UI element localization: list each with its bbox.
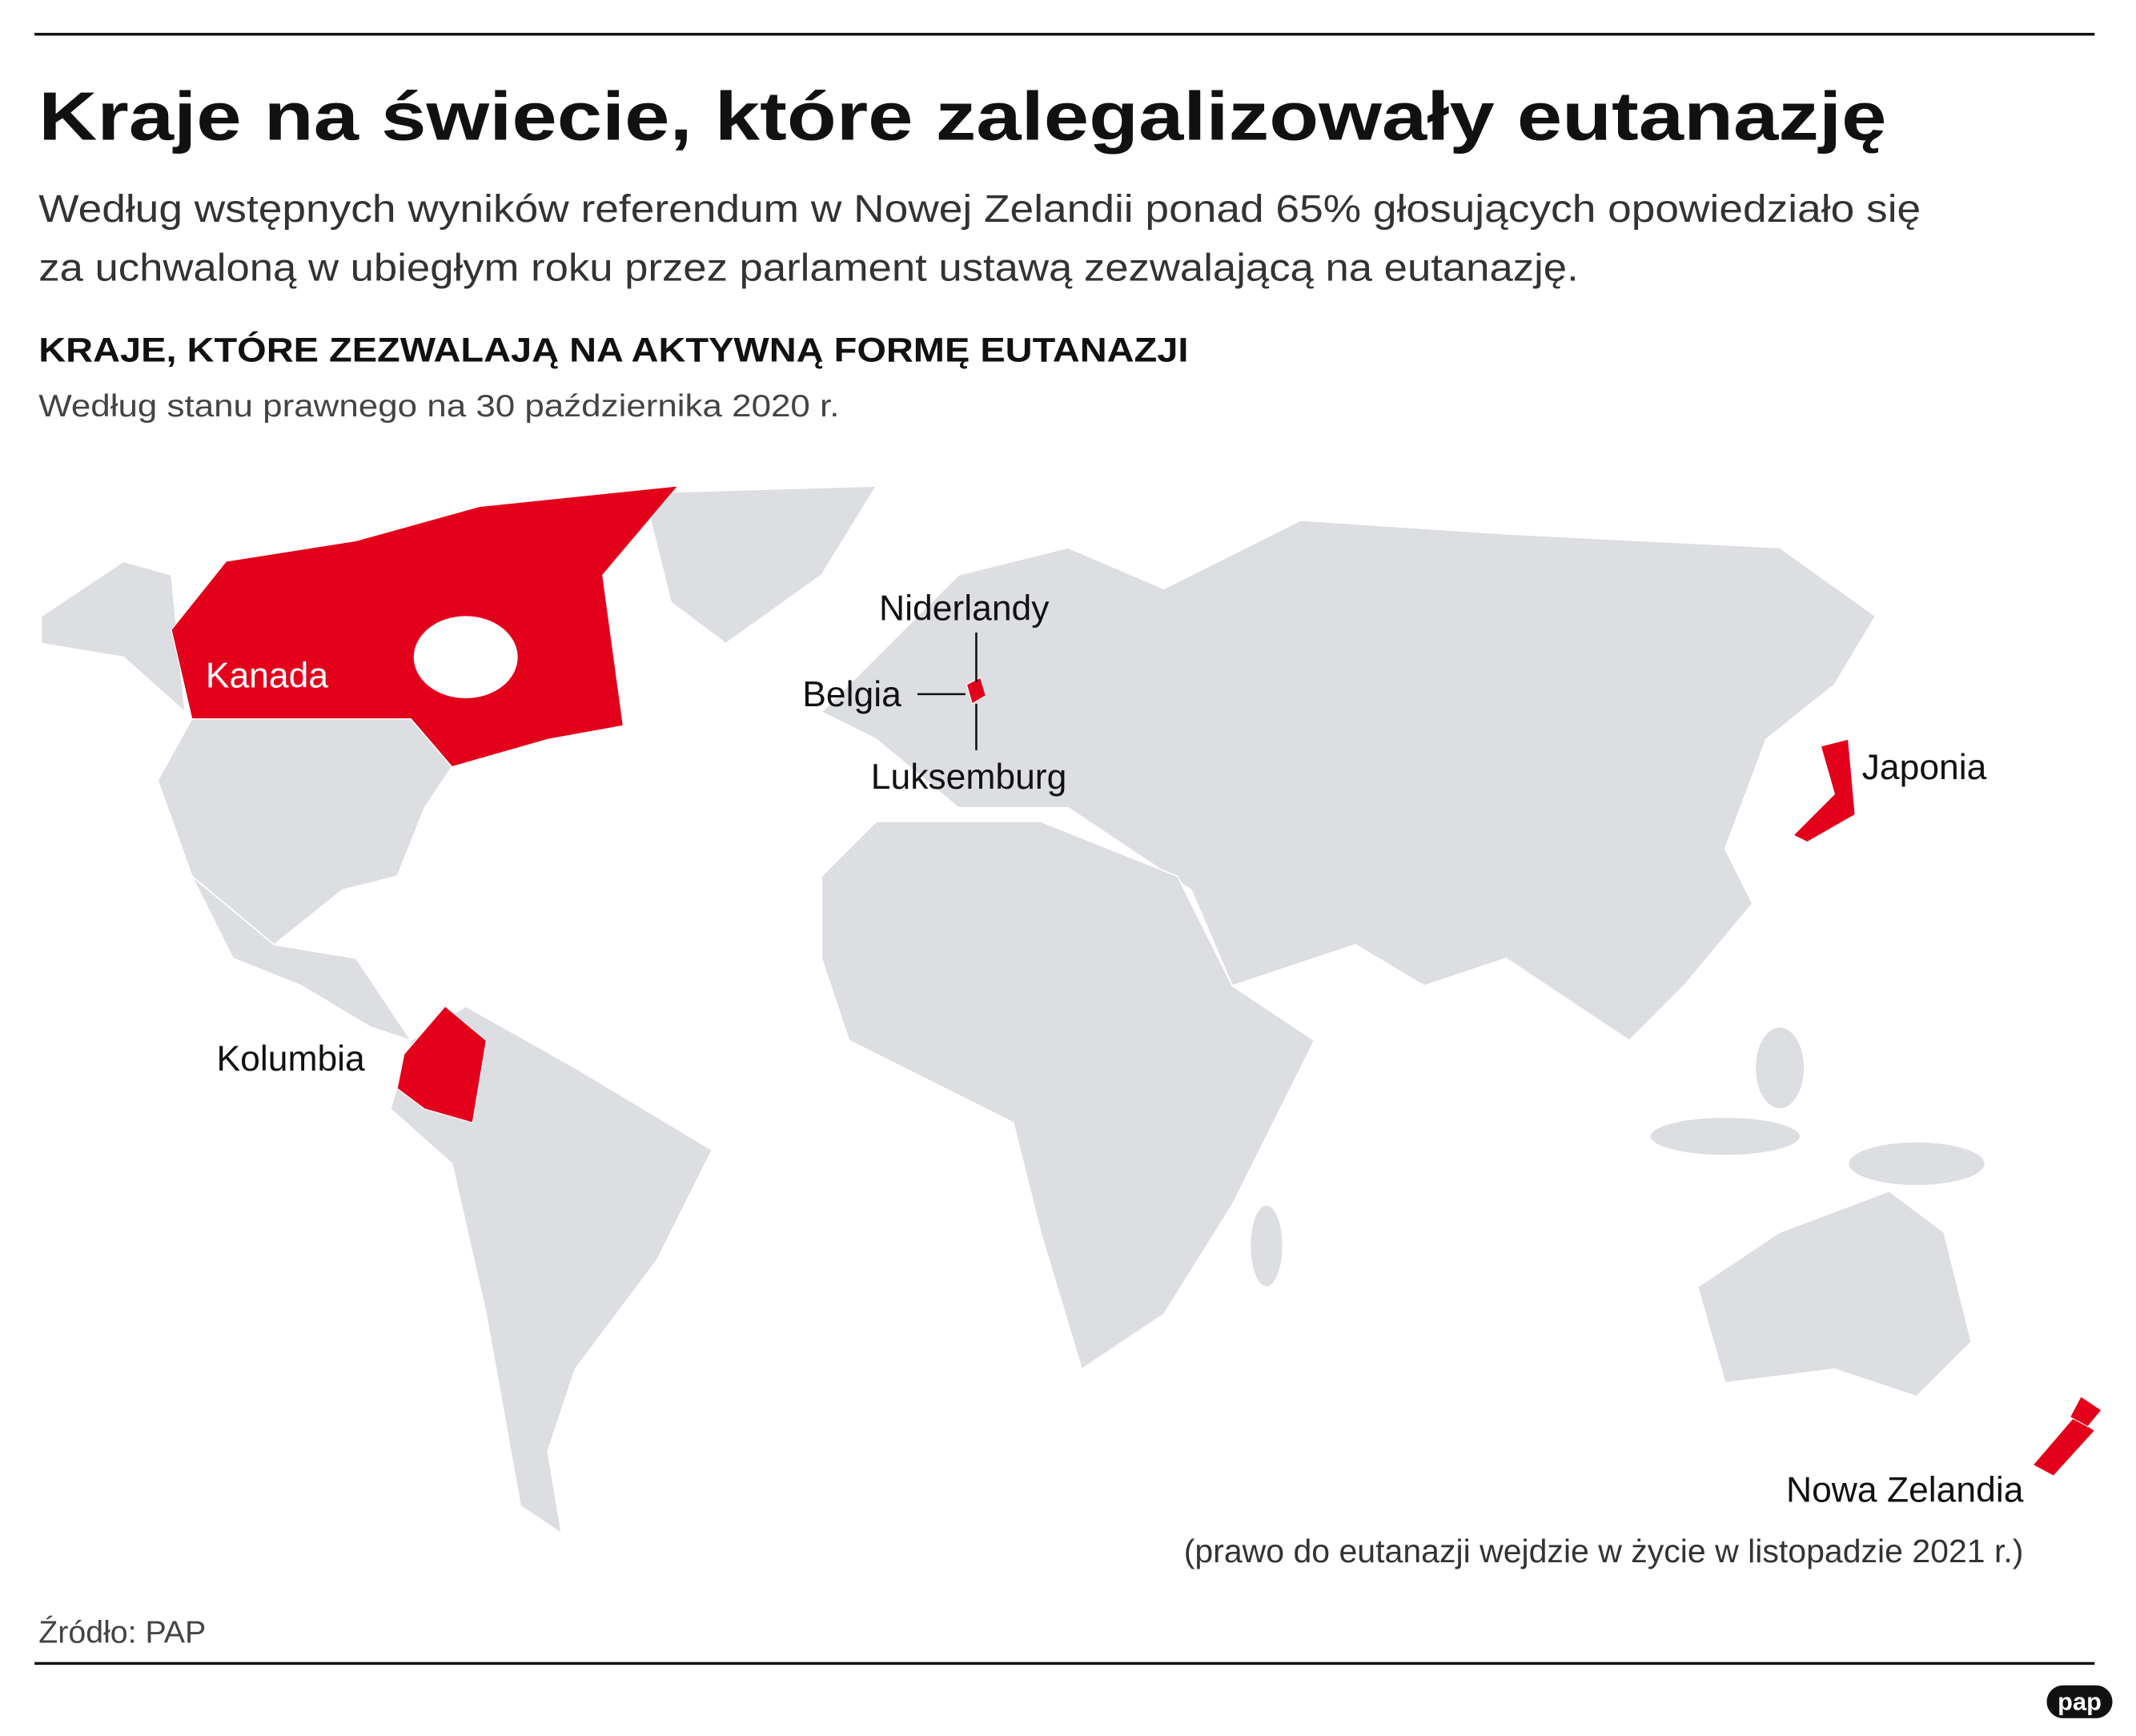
source: Źródło: PAP (38, 1615, 206, 1650)
land (1754, 1026, 1805, 1110)
country-label: Belgia (802, 675, 901, 714)
new-zealand (2069, 1396, 2102, 1428)
logo: pap (2058, 1688, 2102, 1716)
map-heading: KRAJE, KTÓRE ZEZWALAJĄ NA AKTYWNĄ FORMĘ … (38, 330, 1188, 369)
logo-badge (2046, 1685, 2113, 1718)
country-label: Kanada (206, 656, 328, 695)
japan (1793, 738, 1856, 843)
hudson-bay (413, 616, 518, 698)
country-label: Japonia (1862, 748, 1987, 787)
world-map (40, 485, 2102, 1535)
note: (prawo do eutanazji wejdzie w życie w li… (1184, 1533, 2024, 1569)
land (821, 821, 1315, 1371)
land (642, 485, 878, 645)
country-label: Luksemburg (871, 757, 1067, 797)
subtitle: za uchwaloną w ubiegłym roku przez parla… (38, 247, 1579, 290)
land (40, 561, 187, 714)
country-label: Kolumbia (217, 1039, 366, 1079)
colombia (396, 1005, 487, 1123)
country-label: Nowa Zelandia (1786, 1471, 2024, 1510)
land (389, 1005, 713, 1535)
country-label: Niderlandy (879, 589, 1050, 629)
new-zealand (2032, 1416, 2096, 1477)
map-subheading: Według stanu prawnego na 30 października… (38, 388, 839, 424)
canada (171, 485, 679, 768)
land (1696, 1190, 1973, 1397)
title: Kraje na świecie, które zalegalizowały e… (38, 78, 1886, 155)
land (1648, 1116, 1801, 1156)
land (157, 717, 453, 946)
land (1847, 1141, 1986, 1187)
land (1249, 1204, 1284, 1288)
subtitle: Według wstępnych wyników referendum w No… (38, 188, 1921, 231)
land (191, 875, 413, 1043)
